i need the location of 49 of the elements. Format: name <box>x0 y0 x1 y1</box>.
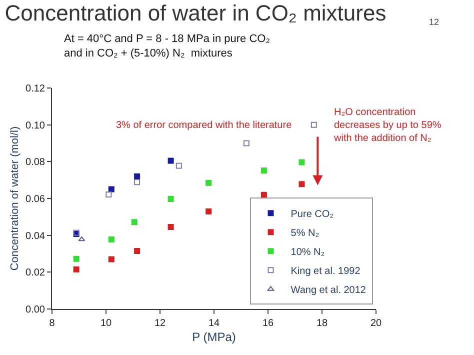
point <box>206 208 212 214</box>
chart-title: Concentration of water in CO₂ mixtures <box>4 0 386 26</box>
point <box>134 179 140 186</box>
y-tick-label: 0.10 <box>26 120 46 132</box>
x-tick-label: 12 <box>154 318 166 329</box>
x-tick-label: 20 <box>370 318 382 329</box>
y-tick-label: 0.08 <box>26 157 46 168</box>
point <box>108 236 114 242</box>
text: 12 <box>429 17 440 27</box>
point <box>108 256 114 262</box>
point <box>168 196 174 202</box>
x-tick-label: 10 <box>100 318 112 329</box>
point <box>260 192 267 198</box>
point <box>73 266 80 272</box>
point <box>108 186 114 192</box>
annotation: 3% of error compared with the literature <box>116 120 292 131</box>
y-tick-label: 0.06 <box>26 194 46 205</box>
point <box>134 248 140 254</box>
point <box>298 181 305 188</box>
point <box>243 140 250 146</box>
point <box>168 224 174 230</box>
y-tick-label: 0.04 <box>26 230 46 242</box>
x-tick-label: 18 <box>316 318 328 329</box>
legend-label: King et al. 1992 <box>290 266 361 277</box>
point <box>131 219 138 226</box>
y-axis-title: Concentration of water (mol/l) <box>9 126 22 271</box>
point <box>78 236 86 242</box>
point <box>260 168 267 174</box>
point <box>206 180 212 186</box>
x-tick-label: 8 <box>49 318 56 329</box>
x-axis-title: P (MPa) <box>192 330 236 344</box>
point <box>310 122 317 128</box>
x-tick-label: 16 <box>262 318 274 329</box>
point <box>298 159 305 166</box>
point <box>73 256 80 262</box>
y-tick-label: 0.12 <box>26 84 46 94</box>
x-tick-label: 14 <box>208 318 220 329</box>
point <box>176 162 182 169</box>
point <box>106 191 112 198</box>
chart-subtitle: At = 40°C and P = 8 - 18 MPa in pure CO₂ and in CO₂ + (5-10%) N₂ mixtures <box>64 33 270 60</box>
y-tick-label: 0.00 <box>26 304 46 316</box>
annotation: H₂O concentration decreases by up to 59% with the addition of N₂ <box>333 107 442 144</box>
legend-label: Pure CO₂ <box>290 208 334 220</box>
legend-label: 5% N₂ <box>290 228 320 239</box>
point <box>134 173 140 180</box>
legend-label: 10% N₂ <box>290 246 325 258</box>
legend-label: Wang et al. 2012 <box>290 284 366 296</box>
y-tick-label: 0.02 <box>26 268 46 279</box>
point <box>168 158 174 164</box>
